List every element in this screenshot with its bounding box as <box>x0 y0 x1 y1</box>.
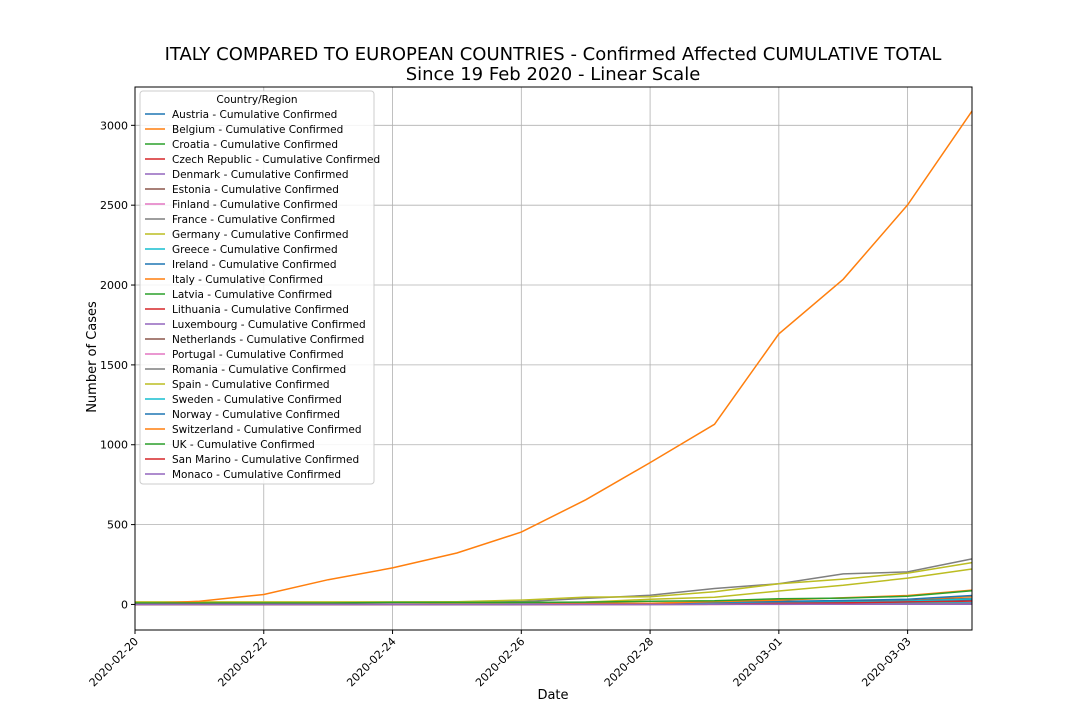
legend-entry: Czech Republic - Cumulative Confirmed <box>172 154 380 166</box>
legend-entry: Belgium - Cumulative Confirmed <box>172 124 343 136</box>
x-axis: 2020-02-20 2020-02-22 2020-02-24 2020-02-26… <box>87 630 914 689</box>
legend-entry: San Marino - Cumulative Confirmed <box>172 454 359 466</box>
legend-entry: Netherlands - Cumulative Confirmed <box>172 334 364 346</box>
legend-entry: Greece - Cumulative Confirmed <box>172 244 338 256</box>
y-tick-label: 1500 <box>100 359 128 372</box>
x-axis-label: Date <box>537 688 568 703</box>
legend-entry: Germany - Cumulative Confirmed <box>172 229 349 241</box>
y-tick-label: 2500 <box>100 199 128 212</box>
y-axis-label: Number of Cases <box>85 301 100 413</box>
y-tick-label: 2000 <box>100 279 128 292</box>
series-line-7 <box>135 558 973 604</box>
legend-entry: Sweden - Cumulative Confirmed <box>172 394 342 406</box>
legend-box <box>139 90 375 485</box>
axes-frame <box>134 86 973 631</box>
legend-entry: Italy - Cumulative Confirmed <box>172 274 323 286</box>
legend-entry: Estonia - Cumulative Confirmed <box>172 184 339 196</box>
x-tick-label: 2020-02-26 <box>473 635 527 689</box>
legend-entry: Switzerland - Cumulative Confirmed <box>172 424 362 436</box>
legend-entry: Finland - Cumulative Confirmed <box>172 199 338 211</box>
y-tick-label: 1000 <box>100 439 128 452</box>
y-tick-label: 0 <box>121 598 128 611</box>
legend-entry: Austria - Cumulative Confirmed <box>172 109 337 121</box>
chart-subtitle: Since 19 Feb 2020 - Linear Scale <box>406 64 701 85</box>
x-tick-label: 2020-03-03 <box>859 635 913 689</box>
legend-entry: Ireland - Cumulative Confirmed <box>172 259 337 271</box>
legend-entry: France - Cumulative Confirmed <box>172 214 335 226</box>
x-tick-label: 2020-02-20 <box>87 635 141 689</box>
series-line-8 <box>135 561 973 603</box>
x-tick-label: 2020-02-28 <box>602 635 656 689</box>
series-line-22 <box>135 589 973 604</box>
x-tick-label: 2020-03-01 <box>731 635 785 689</box>
legend-entry: Luxembourg - Cumulative Confirmed <box>172 319 366 331</box>
legend-entry: Croatia - Cumulative Confirmed <box>172 139 338 151</box>
x-tick-label: 2020-02-24 <box>344 635 398 689</box>
legend-entry: UK - Cumulative Confirmed <box>172 439 315 451</box>
y-tick-label: 500 <box>107 519 128 532</box>
legend-entry: Spain - Cumulative Confirmed <box>172 379 330 391</box>
legend-title: Country/Region <box>216 94 297 106</box>
legend-items: Austria - Cumulative Confirmed Belgium - … <box>145 109 380 481</box>
chart-title: ITALY COMPARED TO EUROPEAN COUNTRIES - C… <box>165 44 942 65</box>
legend-entry: Latvia - Cumulative Confirmed <box>172 289 332 301</box>
x-tick-label: 2020-02-22 <box>215 635 269 689</box>
legend-entry: Lithuania - Cumulative Confirmed <box>172 304 349 316</box>
legend-entry: Norway - Cumulative Confirmed <box>172 409 340 421</box>
legend-entry: Romania - Cumulative Confirmed <box>172 364 346 376</box>
legend-entry: Portugal - Cumulative Confirmed <box>172 349 344 361</box>
series-line-11 <box>134 110 973 605</box>
legend: Country/Region Austria - Cumulative Conf… <box>139 90 380 485</box>
y-tick-label: 3000 <box>100 119 128 132</box>
legend-entry: Denmark - Cumulative Confirmed <box>172 169 349 181</box>
series-lines <box>134 110 973 606</box>
y-axis: 0 500 1000 1500 2000 2500 3000 <box>100 119 135 611</box>
legend-entry: Monaco - Cumulative Confirmed <box>172 469 341 481</box>
